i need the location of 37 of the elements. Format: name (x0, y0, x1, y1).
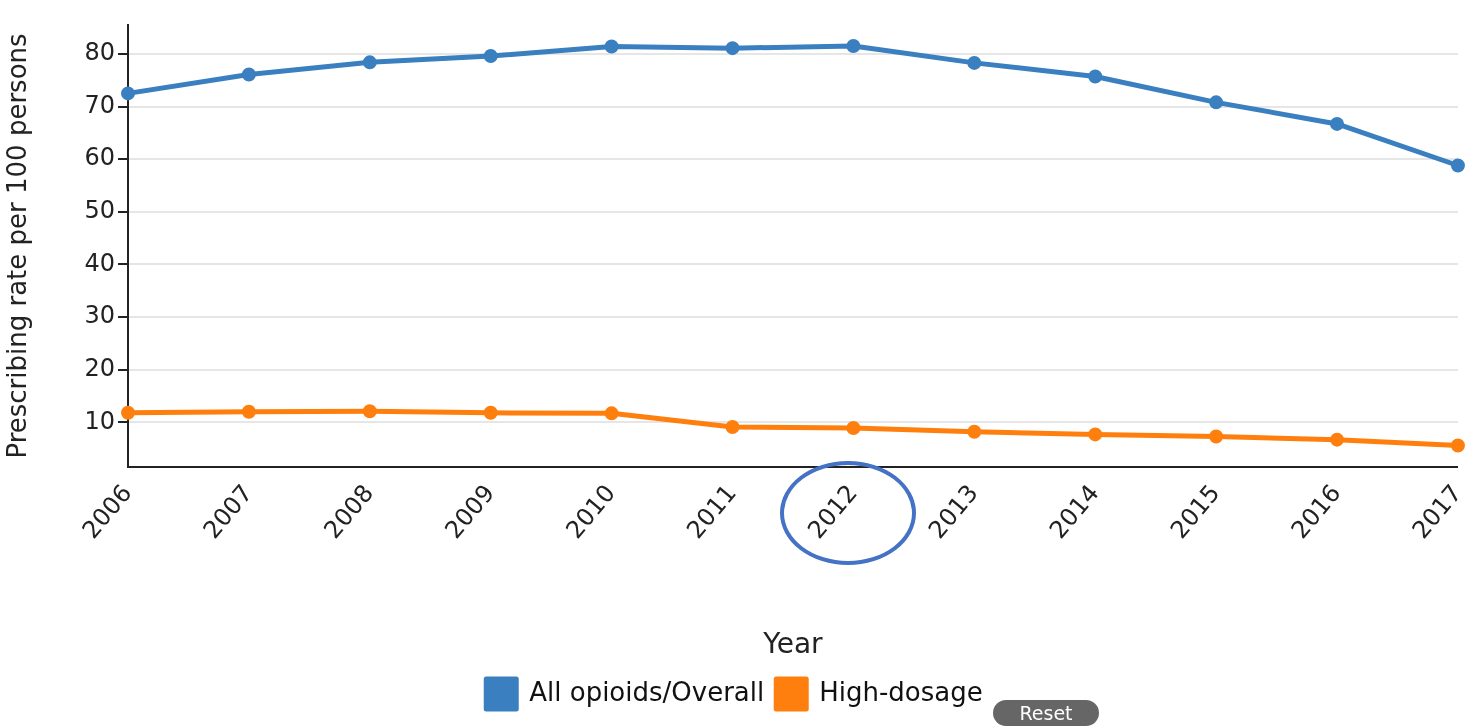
point (1088, 69, 1103, 84)
text: Reset (993, 700, 1099, 726)
point (725, 420, 740, 435)
point (1088, 427, 1103, 442)
point (846, 421, 861, 436)
y-tick-label: 70 (84, 90, 115, 119)
point (604, 406, 619, 421)
y-tick-label: 30 (84, 301, 115, 330)
x-axis-title: Year (762, 627, 824, 661)
point (1209, 95, 1224, 110)
legend-label: All opioids/Overall (529, 676, 765, 707)
point (121, 405, 135, 420)
point (241, 67, 256, 82)
point (362, 55, 377, 70)
point (1330, 116, 1345, 131)
point (967, 55, 982, 70)
point (846, 39, 861, 54)
y-tick-label: 40 (84, 248, 115, 277)
point (483, 49, 498, 64)
point (1450, 158, 1465, 173)
y-tick-label: 10 (84, 406, 115, 435)
point (967, 424, 982, 439)
legend-label: High-dosage (819, 676, 983, 707)
point (483, 405, 498, 420)
y-tick-label: 50 (84, 196, 115, 225)
point (725, 41, 740, 56)
y-tick-label: 60 (84, 143, 115, 172)
point (1450, 438, 1465, 453)
y-tick-label: 20 (84, 353, 115, 382)
y-axis-title: Prescribing rate per 100 persons (2, 33, 33, 459)
point (241, 404, 256, 419)
point (604, 39, 619, 54)
y-tick-label: 80 (84, 38, 115, 67)
point (121, 86, 135, 101)
point (1330, 432, 1345, 447)
point (362, 404, 377, 419)
point (1209, 429, 1224, 444)
